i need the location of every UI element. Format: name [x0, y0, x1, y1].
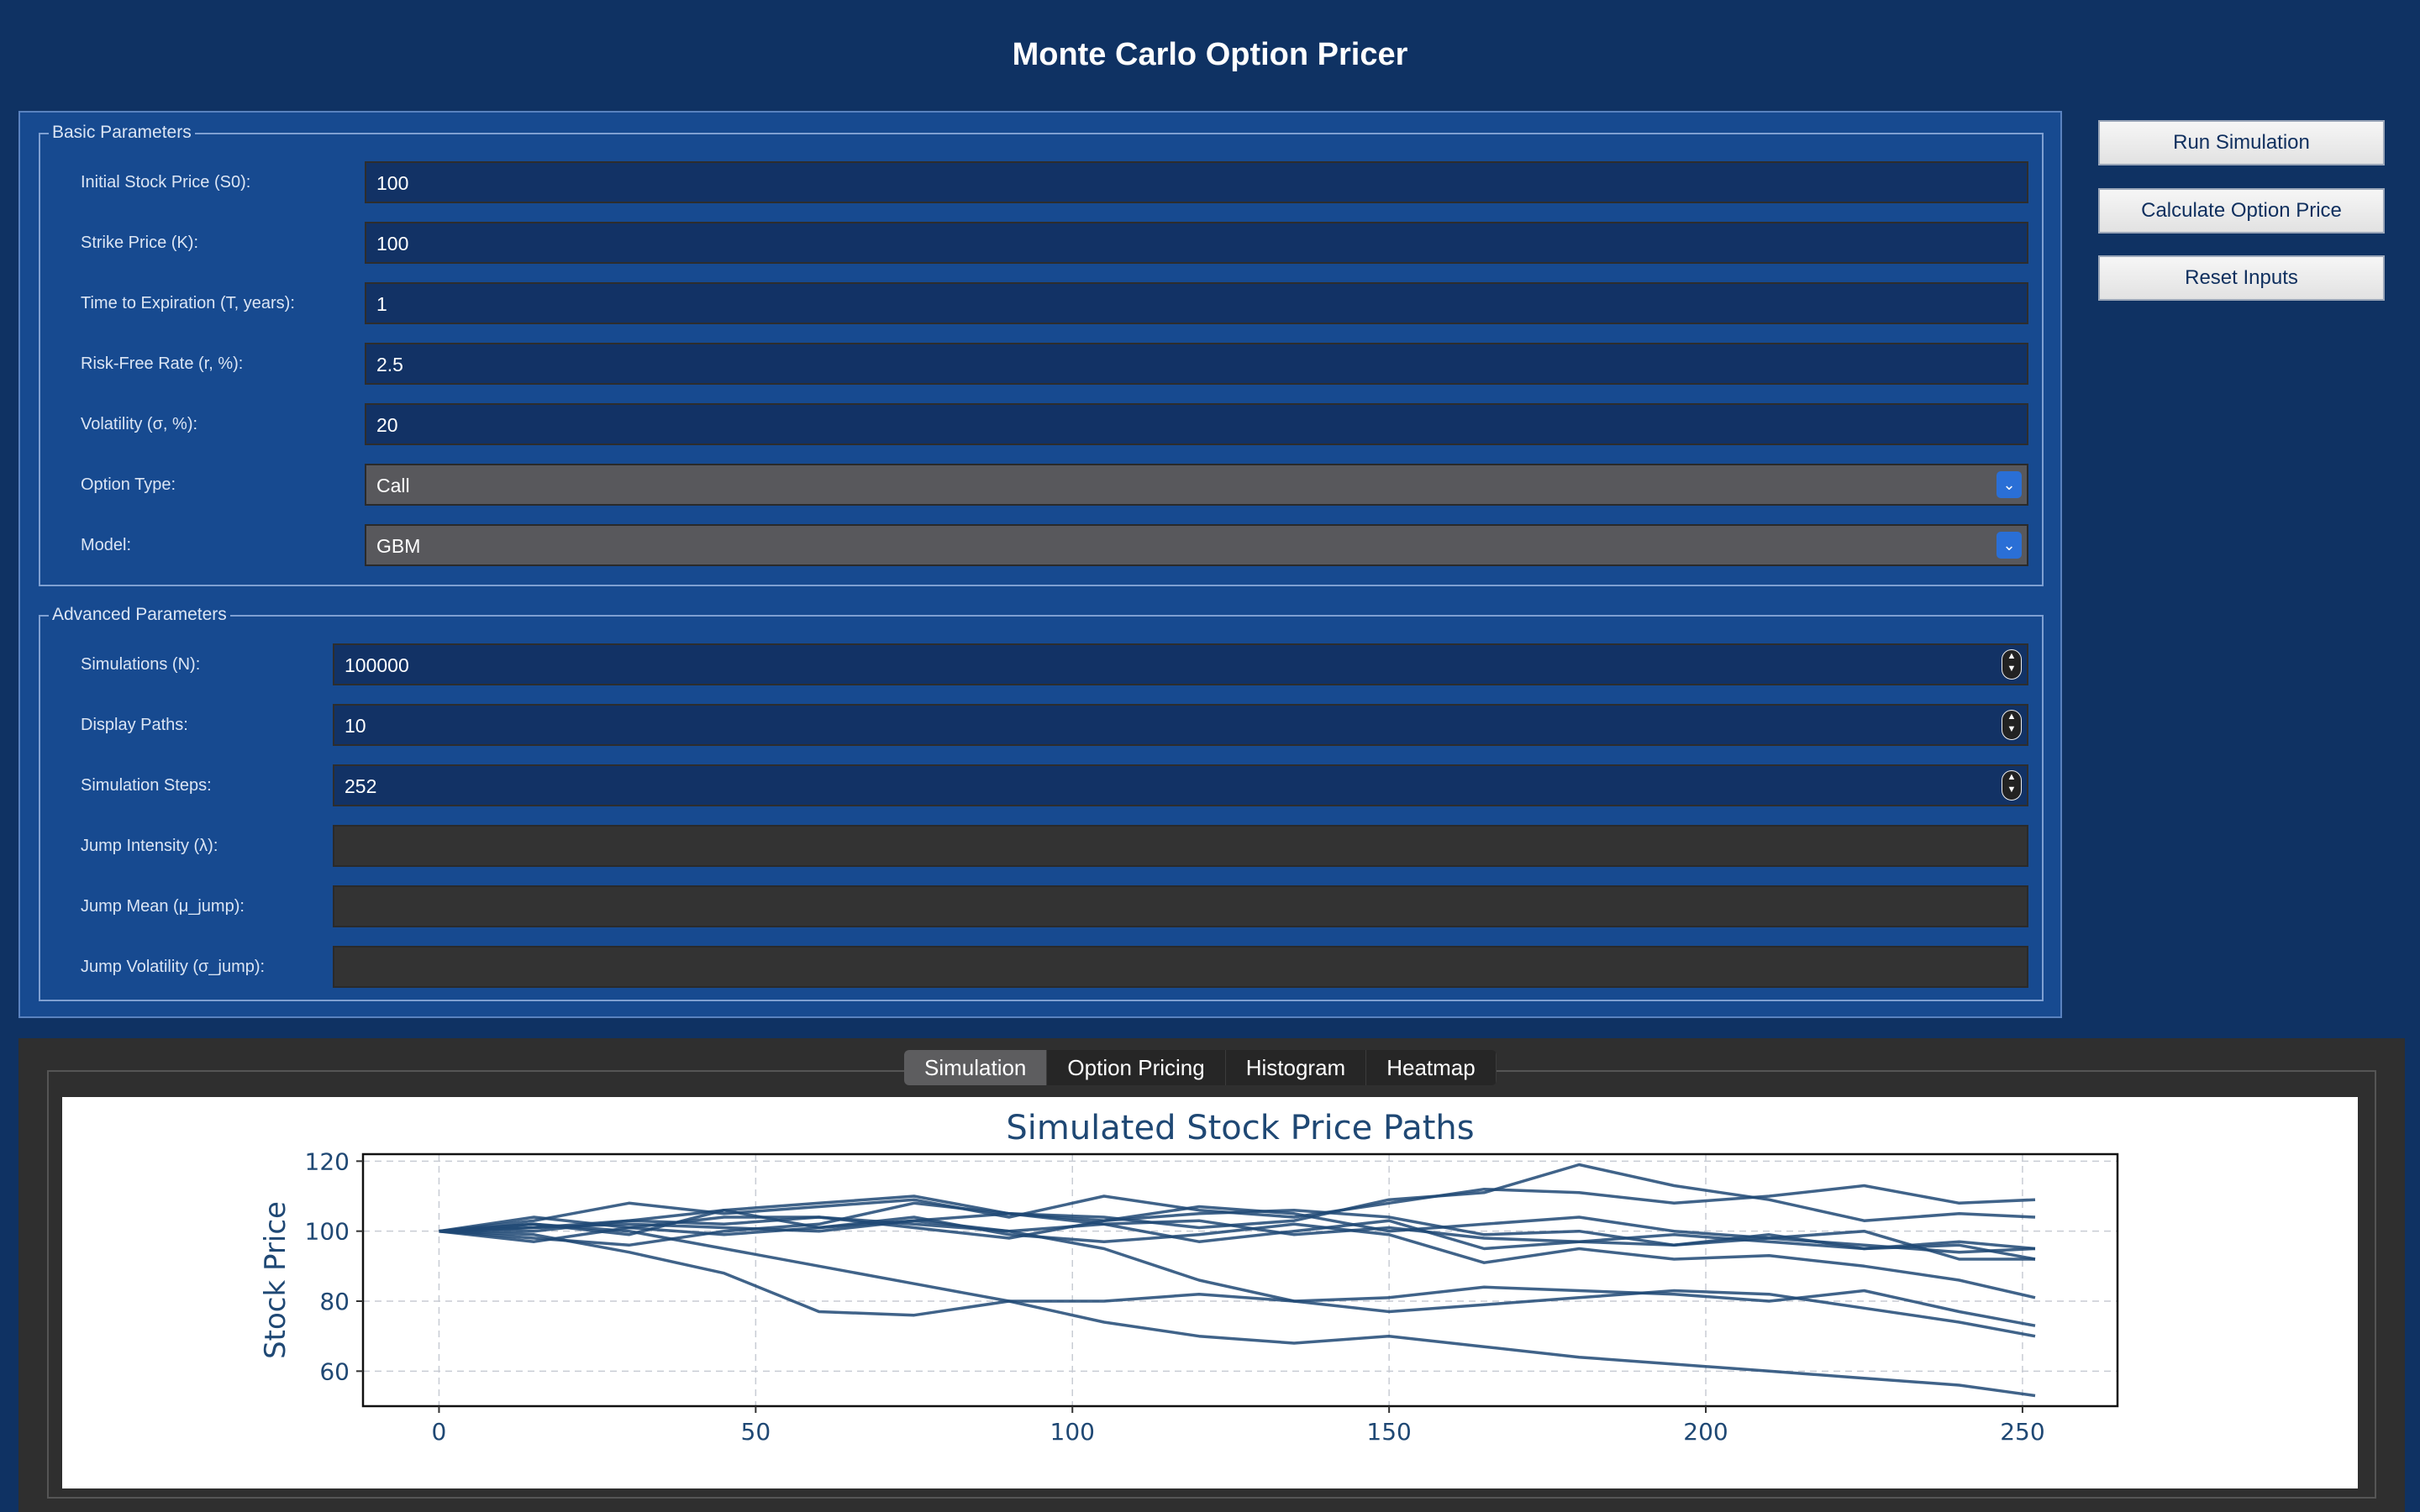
plot-frame — [361, 1152, 2119, 1408]
tab-option-pricing[interactable]: Option Pricing — [1047, 1050, 1226, 1085]
row-simulation-steps: Simulation Steps: 252 ▲ ▼ — [40, 764, 2042, 808]
price-path-line — [439, 1219, 2036, 1338]
x-tick-label: 100 — [1050, 1418, 1095, 1446]
x-tick-label: 200 — [1683, 1418, 1728, 1446]
jump-intensity-input[interactable] — [333, 825, 2028, 867]
jump-volatility-label: Jump Volatility (σ_jump): — [81, 958, 266, 976]
chart-title: Simulated Stock Price Paths — [1006, 1109, 1474, 1147]
advanced-parameters-group: Advanced Parameters Simulations (N): 100… — [39, 605, 2044, 1001]
row-simulations: Simulations (N): 100000 ▲ ▼ — [40, 643, 2042, 687]
parameters-panel: Basic Parameters Initial Stock Price (S0… — [18, 111, 2062, 1018]
spinner-arrows-icon[interactable]: ▲ ▼ — [2002, 770, 2022, 801]
simulations-spinbox[interactable]: 100000 ▲ ▼ — [333, 643, 2028, 685]
model-value: GBM — [376, 535, 421, 557]
initial-stock-price-label: Initial Stock Price (S0): — [81, 173, 251, 192]
row-option-type: Option Type: Call ⌄ — [40, 464, 2042, 507]
price-path-line — [439, 1212, 2036, 1261]
model-label: Model: — [81, 536, 132, 554]
row-display-paths: Display Paths: 10 ▲ ▼ — [40, 704, 2042, 748]
row-model: Model: GBM ⌄ — [40, 524, 2042, 568]
tab-histogram[interactable]: Histogram — [1226, 1050, 1367, 1085]
simulation-steps-value: 252 — [345, 775, 377, 797]
simulations-label: Simulations (N): — [81, 655, 201, 674]
price-path-line — [439, 1208, 2035, 1261]
row-strike-price: Strike Price (K): 100 — [40, 222, 2042, 265]
jump-mean-input[interactable] — [333, 885, 2028, 927]
risk-free-rate-input[interactable]: 2.5 — [365, 343, 2028, 385]
time-to-expiration-input[interactable]: 1 — [365, 282, 2028, 324]
display-paths-label: Display Paths: — [81, 716, 188, 734]
y-tick-label: 80 — [319, 1288, 350, 1315]
option-type-select[interactable]: Call ⌄ — [365, 464, 2028, 506]
price-path-line — [439, 1222, 2036, 1398]
tab-heatmap[interactable]: Heatmap — [1366, 1050, 1497, 1085]
run-simulation-button[interactable]: Run Simulation — [2098, 120, 2385, 165]
basic-parameters-title: Basic Parameters — [49, 123, 195, 143]
chevron-down-icon[interactable]: ⌄ — [1996, 471, 2022, 498]
initial-stock-price-input[interactable]: 100 — [365, 161, 2028, 203]
row-volatility: Volatility (σ, %): 20 — [40, 403, 2042, 447]
row-risk-free-rate: Risk-Free Rate (r, %): 2.5 — [40, 343, 2042, 386]
volatility-label: Volatility (σ, %): — [81, 415, 198, 433]
row-jump-intensity: Jump Intensity (λ): — [40, 825, 2042, 869]
row-initial-stock-price: Initial Stock Price (S0): 100 — [40, 161, 2042, 205]
simulations-value: 100000 — [345, 654, 409, 676]
option-type-value: Call — [376, 475, 410, 496]
y-axis-label: Stock Price — [259, 1201, 292, 1359]
x-tick-label: 250 — [2000, 1418, 2044, 1446]
basic-parameters-group: Basic Parameters Initial Stock Price (S0… — [39, 123, 2044, 586]
y-tick-label: 100 — [305, 1218, 350, 1246]
chevron-down-icon[interactable]: ⌄ — [1996, 532, 2022, 559]
jump-volatility-input[interactable] — [333, 946, 2028, 988]
results-panel: Simulation Option Pricing Histogram Heat… — [18, 1038, 2405, 1512]
calculate-option-price-button[interactable]: Calculate Option Price — [2098, 188, 2385, 234]
chart-canvas: 0 50 100 150 200 250 60 80 100 120 Simulated Stock… — [62, 1097, 2358, 1488]
price-path-line — [439, 1229, 2036, 1327]
tab-simulation[interactable]: Simulation — [904, 1050, 1048, 1085]
simulation-steps-spinbox[interactable]: 252 ▲ ▼ — [333, 764, 2028, 806]
display-paths-value: 10 — [345, 715, 366, 737]
display-paths-spinbox[interactable]: 10 ▲ ▼ — [333, 704, 2028, 746]
volatility-input[interactable]: 20 — [365, 403, 2028, 445]
time-to-expiration-label: Time to Expiration (T, years): — [81, 294, 295, 312]
jump-mean-label: Jump Mean (μ_jump): — [81, 897, 245, 916]
risk-free-rate-label: Risk-Free Rate (r, %): — [81, 354, 244, 373]
price-path-line — [439, 1208, 2036, 1299]
strike-price-label: Strike Price (K): — [81, 234, 199, 252]
x-tick-label: 0 — [432, 1418, 447, 1446]
option-type-label: Option Type: — [81, 475, 176, 494]
y-tick-label: 120 — [305, 1147, 350, 1175]
results-tab-bar: Simulation Option Pricing Histogram Heat… — [904, 1050, 1497, 1085]
reset-inputs-button[interactable]: Reset Inputs — [2098, 255, 2385, 301]
advanced-parameters-title: Advanced Parameters — [49, 605, 230, 625]
jump-intensity-label: Jump Intensity (λ): — [81, 837, 218, 855]
price-paths-chart: 0 50 100 150 200 250 60 80 100 120 Simulated Stock… — [259, 1109, 2119, 1446]
spinner-arrows-icon[interactable]: ▲ ▼ — [2002, 649, 2022, 680]
row-jump-mean: Jump Mean (μ_jump): — [40, 885, 2042, 929]
x-tick-label: 150 — [1366, 1418, 1411, 1446]
spinner-arrows-icon[interactable]: ▲ ▼ — [2002, 710, 2022, 740]
price-path-line — [439, 1163, 2036, 1247]
strike-price-input[interactable]: 100 — [365, 222, 2028, 264]
x-tick-label: 50 — [741, 1418, 771, 1446]
model-select[interactable]: GBM ⌄ — [365, 524, 2028, 566]
row-time-to-expiration: Time to Expiration (T, years): 1 — [40, 282, 2042, 326]
price-path-line — [439, 1194, 2036, 1254]
page-title: Monte Carlo Option Pricer — [1012, 37, 1408, 72]
y-tick-label: 60 — [319, 1357, 350, 1385]
row-jump-volatility: Jump Volatility (σ_jump): — [40, 946, 2042, 990]
simulation-steps-label: Simulation Steps: — [81, 776, 212, 795]
